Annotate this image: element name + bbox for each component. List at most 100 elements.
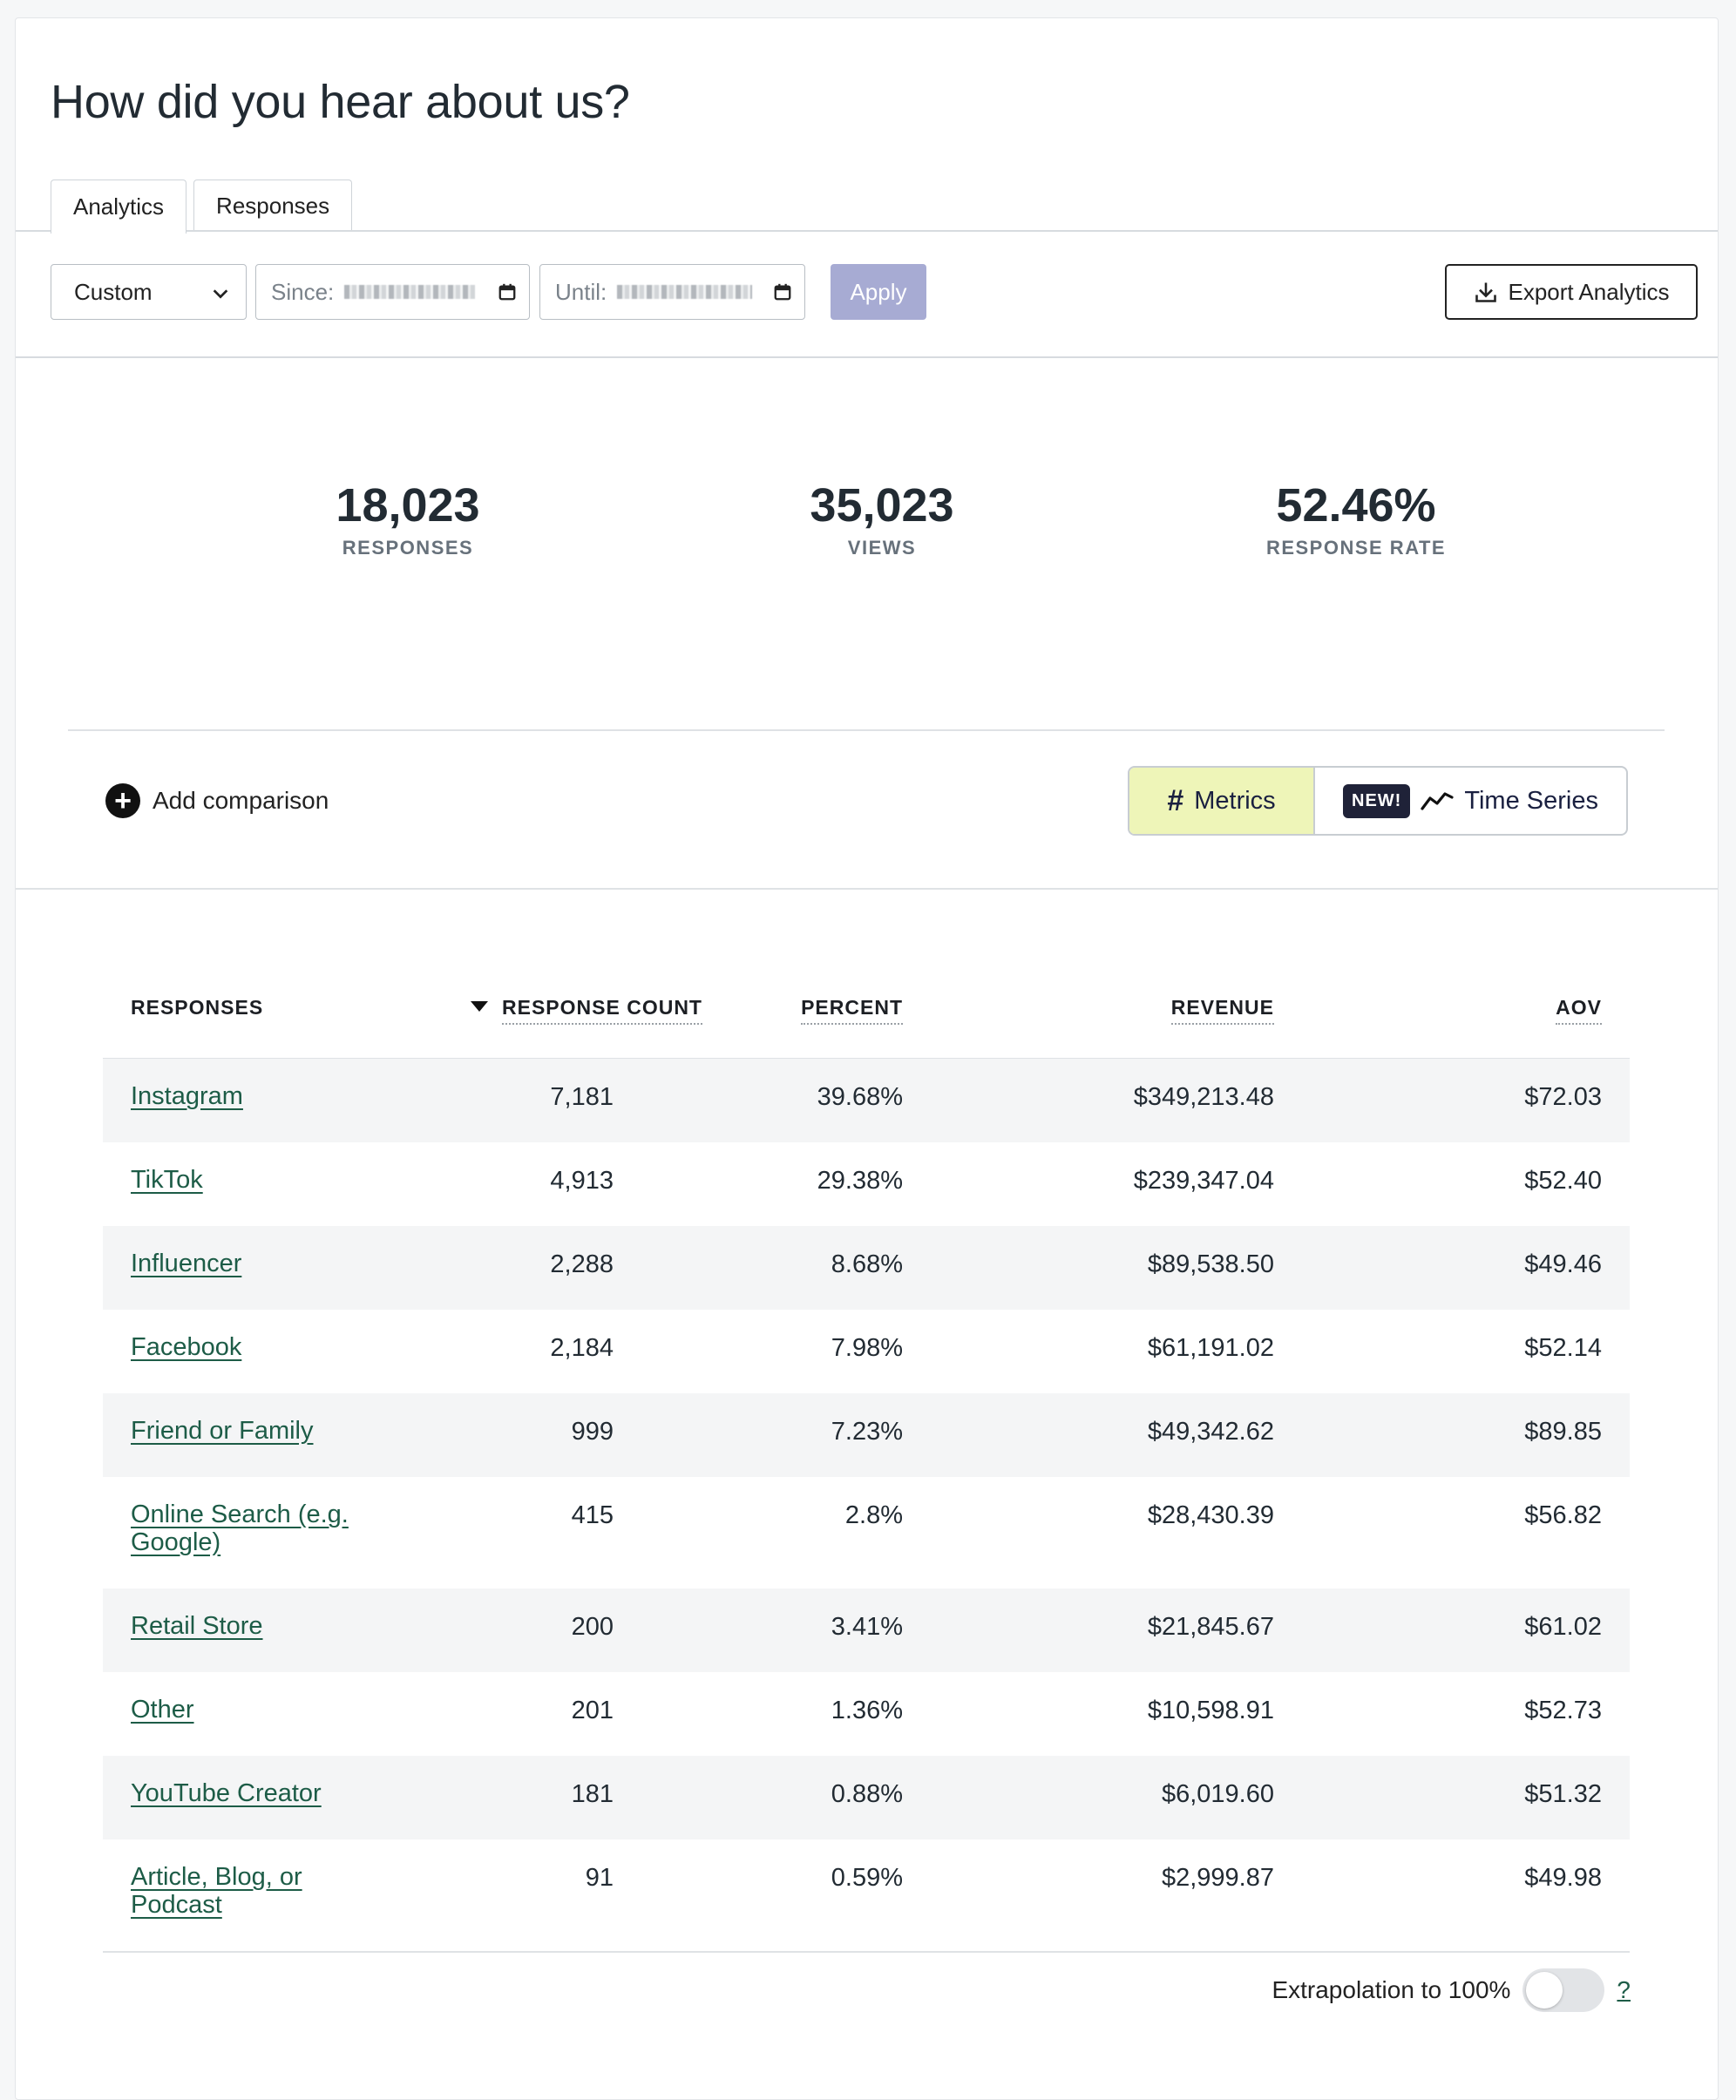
stat-views: 35,023 VIEWS	[751, 479, 1013, 559]
response-count-cell: 4,913	[550, 1167, 614, 1195]
aov-cell: $52.40	[1524, 1167, 1602, 1195]
response-count-cell: 201	[571, 1697, 614, 1724]
download-icon	[1475, 282, 1496, 302]
response-count-cell: 200	[571, 1613, 614, 1641]
hash-icon: #	[1167, 783, 1184, 817]
sort-desc-icon[interactable]	[471, 1001, 488, 1012]
tab-analytics[interactable]: Analytics	[51, 180, 187, 234]
extrapolation-label: Extrapolation to 100%	[1271, 1976, 1511, 2003]
table-row: Influencer 2,288 8.68% $89,538.50 $49.46	[103, 1226, 1630, 1310]
survey-analytics-card: How did you hear about us? Analytics Res…	[15, 17, 1719, 2100]
response-name-link[interactable]: Facebook	[131, 1333, 242, 1361]
export-analytics-button[interactable]: Export Analytics	[1445, 264, 1698, 320]
response-count-cell: 999	[571, 1418, 614, 1446]
trend-line-icon	[1421, 792, 1454, 810]
revenue-cell: $21,845.67	[1147, 1613, 1274, 1641]
aov-cell: $52.14	[1524, 1334, 1602, 1362]
percent-cell: 0.59%	[831, 1864, 903, 1892]
stat-value: 18,023	[336, 479, 480, 532]
response-name-link[interactable]: YouTube Creator	[131, 1779, 322, 1807]
metrics-label: Metrics	[1194, 786, 1276, 815]
aov-cell: $49.46	[1524, 1250, 1602, 1278]
stat-label: RESPONSES	[342, 537, 474, 559]
tab-divider	[16, 230, 1718, 232]
percent-cell: 29.38%	[817, 1167, 903, 1195]
response-count-cell: 7,181	[550, 1083, 614, 1111]
stat-label: RESPONSE RATE	[1265, 537, 1447, 559]
response-name-link[interactable]: Other	[131, 1696, 194, 1724]
revenue-cell: $10,598.91	[1147, 1697, 1274, 1724]
response-name-link[interactable]: TikTok	[131, 1166, 203, 1194]
col-count-header[interactable]: RESPONSE COUNT	[502, 996, 702, 1025]
until-date-input[interactable]: Until:	[539, 264, 805, 320]
date-range-value: Custom	[74, 278, 153, 305]
time-series-view-button[interactable]: NEW! Time Series	[1315, 768, 1626, 834]
stat-value: 52.46%	[1276, 479, 1436, 532]
aov-cell: $51.32	[1524, 1780, 1602, 1808]
since-redacted-value	[344, 285, 476, 299]
percent-cell: 2.8%	[844, 1501, 903, 1529]
revenue-cell: $2,999.87	[1161, 1864, 1274, 1892]
stat-value: 35,023	[810, 479, 954, 532]
stat-label: VIEWS	[847, 537, 917, 559]
table-row: YouTube Creator 181 0.88% $6,019.60 $51.32	[103, 1756, 1630, 1839]
col-responses-header[interactable]: RESPONSES	[131, 996, 264, 1019]
aov-cell: $52.73	[1524, 1697, 1602, 1724]
response-count-cell: 415	[571, 1501, 614, 1529]
percent-cell: 7.23%	[831, 1418, 903, 1446]
col-percent-header[interactable]: PERCENT	[801, 996, 903, 1025]
table-row: Other 201 1.36% $10,598.91 $52.73	[103, 1672, 1630, 1756]
response-count-cell: 181	[571, 1780, 614, 1808]
aov-cell: $56.82	[1524, 1501, 1602, 1529]
filter-toolbar: Custom Since: Until: Apply Export Analyt…	[51, 264, 1698, 320]
plus-circle-icon: +	[105, 783, 140, 818]
since-label: Since:	[271, 278, 335, 305]
table-row: Facebook 2,184 7.98% $61,191.02 $52.14	[103, 1310, 1630, 1393]
add-comparison-button[interactable]: + Add comparison	[105, 783, 329, 818]
col-aov-header[interactable]: AOV	[1556, 996, 1602, 1025]
response-name-link[interactable]: Retail Store	[131, 1612, 263, 1640]
revenue-cell: $49,342.62	[1147, 1418, 1274, 1446]
extrapolation-control: Extrapolation to 100% ?	[1271, 1968, 1631, 2012]
new-badge: NEW!	[1343, 783, 1411, 818]
table-body: Instagram 7,181 39.68% $349,213.48 $72.03 Tik…	[103, 1059, 1630, 1951]
calendar-icon[interactable]	[498, 282, 517, 301]
percent-cell: 0.88%	[831, 1780, 903, 1808]
tab-responses[interactable]: Responses	[193, 180, 353, 232]
responses-table: RESPONSES RESPONSE COUNT PERCENT REVENUE…	[103, 968, 1630, 1953]
revenue-cell: $89,538.50	[1147, 1250, 1274, 1278]
percent-cell: 1.36%	[831, 1697, 903, 1724]
col-revenue-header[interactable]: REVENUE	[1170, 996, 1274, 1025]
percent-cell: 39.68%	[817, 1083, 903, 1111]
revenue-cell: $239,347.04	[1133, 1167, 1274, 1195]
response-name-link[interactable]: Influencer	[131, 1250, 242, 1277]
metrics-view-button[interactable]: # Metrics	[1129, 768, 1315, 834]
percent-cell: 3.41%	[831, 1613, 903, 1641]
response-count-cell: 2,288	[550, 1250, 614, 1278]
export-label: Export Analytics	[1508, 278, 1670, 305]
apply-button[interactable]: Apply	[831, 264, 926, 320]
until-redacted-value	[617, 285, 753, 299]
stats-divider	[68, 729, 1665, 731]
table-row: Retail Store 200 3.41% $21,845.67 $61.02	[103, 1589, 1630, 1672]
time-series-label: Time Series	[1464, 786, 1598, 815]
calendar-icon[interactable]	[773, 282, 792, 301]
table-row: TikTok 4,913 29.38% $239,347.04 $52.40	[103, 1142, 1630, 1226]
until-label: Until:	[555, 278, 607, 305]
table-row: Friend or Family 999 7.23% $49,342.62 $89.85	[103, 1393, 1630, 1477]
table-footer-divider	[103, 1951, 1630, 1953]
help-link[interactable]: ?	[1617, 1976, 1631, 2003]
table-row: Article, Blog, or Podcast 91 0.59% $2,999.8…	[103, 1839, 1630, 1951]
stat-response-rate: 52.46% RESPONSE RATE	[1225, 479, 1487, 559]
response-name-link[interactable]: Instagram	[131, 1082, 243, 1110]
date-range-select[interactable]: Custom	[51, 264, 247, 320]
response-name-link[interactable]: Article, Blog, or Podcast	[131, 1863, 302, 1919]
since-date-input[interactable]: Since:	[255, 264, 530, 320]
table-header: RESPONSES RESPONSE COUNT PERCENT REVENUE…	[103, 968, 1630, 1059]
toolbar-divider	[16, 356, 1718, 358]
extrapolation-toggle[interactable]	[1522, 1968, 1605, 2012]
table-row: Instagram 7,181 39.68% $349,213.48 $72.03	[103, 1059, 1630, 1142]
response-name-link[interactable]: Online Search (e.g. Google)	[131, 1500, 349, 1556]
response-name-link[interactable]: Friend or Family	[131, 1417, 314, 1445]
aov-cell: $89.85	[1524, 1418, 1602, 1446]
